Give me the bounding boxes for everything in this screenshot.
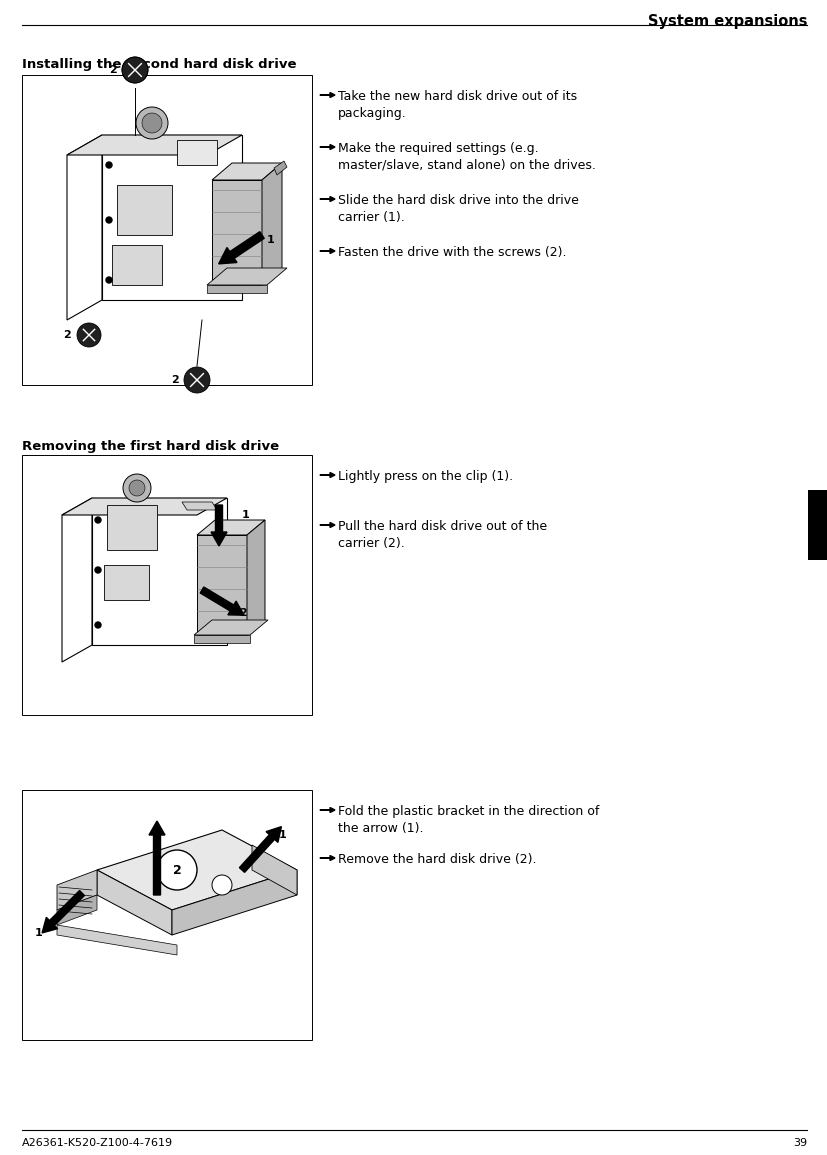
FancyArrow shape xyxy=(320,807,335,812)
Polygon shape xyxy=(62,498,92,662)
Polygon shape xyxy=(207,268,287,285)
Polygon shape xyxy=(247,520,265,635)
Polygon shape xyxy=(274,161,287,176)
Text: 2: 2 xyxy=(239,608,246,618)
Text: Pull the hard disk drive out of the
carrier (2).: Pull the hard disk drive out of the carr… xyxy=(338,520,547,550)
FancyArrow shape xyxy=(320,856,335,860)
Polygon shape xyxy=(57,925,177,955)
Circle shape xyxy=(123,474,151,502)
Text: Installing the second hard disk drive: Installing the second hard disk drive xyxy=(22,58,297,70)
Polygon shape xyxy=(67,135,102,320)
Text: 1: 1 xyxy=(242,511,250,520)
Polygon shape xyxy=(57,895,97,925)
Text: 2: 2 xyxy=(109,65,117,75)
Bar xyxy=(22,790,312,1040)
Circle shape xyxy=(157,850,197,891)
Circle shape xyxy=(129,480,145,495)
FancyArrow shape xyxy=(320,522,335,528)
Text: 2: 2 xyxy=(173,864,181,877)
Polygon shape xyxy=(182,502,217,511)
Polygon shape xyxy=(194,635,250,643)
Polygon shape xyxy=(102,135,242,300)
Text: Take the new hard disk drive out of its
packaging.: Take the new hard disk drive out of its … xyxy=(338,90,577,120)
Circle shape xyxy=(106,217,112,223)
Circle shape xyxy=(136,107,168,139)
Circle shape xyxy=(212,875,232,895)
Polygon shape xyxy=(172,870,297,936)
Circle shape xyxy=(142,113,162,133)
Polygon shape xyxy=(262,163,282,285)
Polygon shape xyxy=(252,845,297,895)
Polygon shape xyxy=(207,285,267,293)
Text: Fold the plastic bracket in the direction of
the arrow (1).: Fold the plastic bracket in the directio… xyxy=(338,805,600,835)
Polygon shape xyxy=(212,163,282,180)
Polygon shape xyxy=(97,830,297,910)
Circle shape xyxy=(95,517,101,523)
FancyArrow shape xyxy=(200,587,244,616)
Bar xyxy=(177,140,217,165)
Circle shape xyxy=(95,623,101,628)
Polygon shape xyxy=(212,180,262,285)
Polygon shape xyxy=(197,520,265,535)
Polygon shape xyxy=(97,870,172,936)
Text: A26361-K520-Z100-4-7619: A26361-K520-Z100-4-7619 xyxy=(22,1138,173,1148)
Text: 1: 1 xyxy=(34,927,42,938)
Bar xyxy=(22,455,312,715)
Text: Remove the hard disk drive (2).: Remove the hard disk drive (2). xyxy=(338,854,537,866)
Text: 39: 39 xyxy=(793,1138,807,1148)
FancyArrow shape xyxy=(218,232,264,263)
Text: Fasten the drive with the screws (2).: Fasten the drive with the screws (2). xyxy=(338,246,566,259)
Circle shape xyxy=(122,57,148,83)
Text: 2: 2 xyxy=(171,375,179,385)
FancyArrow shape xyxy=(239,827,281,872)
Bar xyxy=(22,75,312,385)
Bar xyxy=(104,565,149,599)
Bar xyxy=(808,490,827,560)
FancyArrow shape xyxy=(320,144,335,149)
Polygon shape xyxy=(194,620,268,635)
Polygon shape xyxy=(57,870,97,910)
Bar xyxy=(112,245,162,285)
Circle shape xyxy=(95,567,101,573)
Text: Removing the first hard disk drive: Removing the first hard disk drive xyxy=(22,440,280,453)
Circle shape xyxy=(77,323,101,346)
Text: 1: 1 xyxy=(267,234,275,245)
Bar xyxy=(117,185,172,234)
Circle shape xyxy=(106,162,112,167)
Circle shape xyxy=(106,277,112,283)
Text: Lightly press on the clip (1).: Lightly press on the clip (1). xyxy=(338,470,513,483)
Polygon shape xyxy=(92,498,227,644)
Text: Make the required settings (e.g.
master/slave, stand alone) on the drives.: Make the required settings (e.g. master/… xyxy=(338,142,596,172)
Polygon shape xyxy=(62,498,227,515)
FancyArrow shape xyxy=(211,505,227,546)
FancyArrow shape xyxy=(320,472,335,477)
Polygon shape xyxy=(67,135,242,155)
FancyArrow shape xyxy=(149,821,165,895)
FancyArrow shape xyxy=(320,92,335,97)
FancyArrow shape xyxy=(320,196,335,201)
Text: 2: 2 xyxy=(63,330,71,340)
Text: 1: 1 xyxy=(279,830,287,840)
FancyArrow shape xyxy=(42,891,84,933)
Text: System expansions: System expansions xyxy=(648,14,807,29)
Polygon shape xyxy=(197,535,247,635)
Circle shape xyxy=(184,367,210,393)
FancyArrow shape xyxy=(320,248,335,253)
Text: Slide the hard disk drive into the drive
carrier (1).: Slide the hard disk drive into the drive… xyxy=(338,194,579,224)
Bar xyxy=(107,505,157,550)
